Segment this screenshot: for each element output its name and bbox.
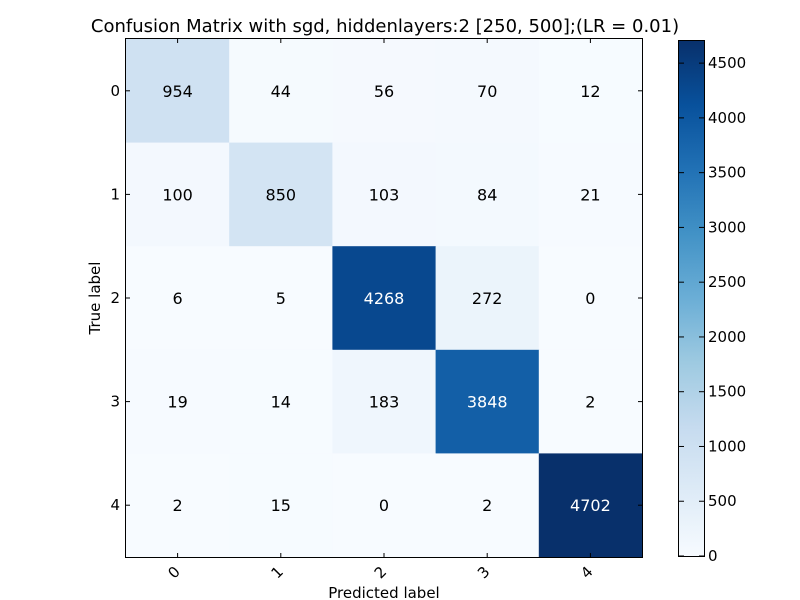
cell-0-1 <box>229 39 333 144</box>
cell-value-0-1: 44 <box>271 82 291 101</box>
cell-value-2-2: 4268 <box>364 289 405 308</box>
cell-2-1 <box>229 246 333 351</box>
cell-0-2 <box>332 39 437 144</box>
chart-title: Confusion Matrix with sgd, hiddenlayers:… <box>91 16 679 37</box>
cell-value-3-2: 183 <box>369 393 400 412</box>
colorbar-tick-label-3: 1500 <box>708 383 746 401</box>
cell-value-1-2: 103 <box>369 185 400 204</box>
cell-2-4 <box>538 246 643 351</box>
plot-frame <box>125 38 643 558</box>
cell-value-2-4: 0 <box>585 289 595 308</box>
cell-1-3 <box>435 142 540 247</box>
y-tick-label-2: 2 <box>110 289 120 307</box>
x-tick-label-3: 3 <box>474 563 493 582</box>
colorbar-tick-label-8: 4000 <box>708 109 746 127</box>
cell-4-3 <box>435 453 540 558</box>
cell-value-4-3: 2 <box>482 496 492 515</box>
cell-3-4 <box>538 349 643 454</box>
y-tick-label-1: 1 <box>110 185 120 203</box>
colorbar-tick-label-5: 2500 <box>708 273 746 291</box>
cell-4-4 <box>538 453 643 558</box>
cell-value-3-3: 3848 <box>467 393 508 412</box>
cell-value-3-1: 14 <box>271 393 291 412</box>
cell-value-4-4: 4702 <box>570 496 611 515</box>
cell-4-1 <box>229 453 333 558</box>
colorbar-tick-label-1: 500 <box>708 492 737 510</box>
y-tick-label-4: 4 <box>110 496 120 514</box>
cell-value-4-1: 15 <box>271 496 291 515</box>
colorbar-tick-label-9: 4500 <box>708 54 746 72</box>
cell-0-3 <box>435 39 540 144</box>
cell-1-0 <box>126 142 230 247</box>
cell-4-2 <box>332 453 437 558</box>
cell-value-2-1: 5 <box>276 289 286 308</box>
cell-value-1-0: 100 <box>162 185 193 204</box>
cell-value-0-3: 70 <box>477 82 497 101</box>
cell-value-0-0: 954 <box>162 82 193 101</box>
cell-0-4 <box>538 39 643 144</box>
cell-value-3-0: 19 <box>167 393 187 412</box>
colorbar-tick-label-0: 0 <box>708 547 718 565</box>
cell-2-3 <box>435 246 540 351</box>
cell-2-0 <box>126 246 230 351</box>
y-tick-label-3: 3 <box>110 393 120 411</box>
cell-value-2-3: 272 <box>472 289 503 308</box>
cell-value-2-0: 6 <box>173 289 183 308</box>
y-axis-label: True label <box>86 262 104 336</box>
cell-value-1-1: 850 <box>266 185 297 204</box>
matrix-cells: 954 44 56 70 12 100 850 103 84 21 6 5 4268 272 0 19 14 18… <box>126 39 643 558</box>
x-tick-label-2: 2 <box>371 563 390 582</box>
cell-1-2 <box>332 142 437 247</box>
cell-value-1-3: 84 <box>477 185 497 204</box>
cell-value-4-2: 0 <box>379 496 389 515</box>
cell-value-1-4: 21 <box>580 185 600 204</box>
colorbar-tick-label-7: 3500 <box>708 164 746 182</box>
cell-value-3-4: 2 <box>585 393 595 412</box>
cell-4-0 <box>126 453 230 558</box>
x-tick-label-0: 0 <box>164 563 183 582</box>
cell-value-0-2: 56 <box>374 82 394 101</box>
colorbar-tick-label-2: 1000 <box>708 437 746 455</box>
x-axis-label: Predicted label <box>328 584 439 600</box>
cell-3-1 <box>229 349 333 454</box>
x-tick-label-4: 4 <box>577 563 596 582</box>
colorbar-tick-label-4: 2000 <box>708 328 746 346</box>
cell-1-1 <box>229 142 333 247</box>
cell-0-0 <box>126 39 230 144</box>
cell-value-0-4: 12 <box>580 82 600 101</box>
colorbar <box>678 40 705 557</box>
y-tick-label-0: 0 <box>110 82 120 100</box>
cell-2-2 <box>332 246 437 351</box>
colorbar-ticks: 0 500 1000 1500 2000 2500 3000 3500 4000 4500 <box>679 54 746 565</box>
x-tick-label-1: 1 <box>268 563 287 582</box>
colorbar-tick-label-6: 3000 <box>708 218 746 236</box>
cell-1-4 <box>538 142 643 247</box>
cell-3-0 <box>126 349 230 454</box>
cell-value-4-0: 2 <box>173 496 183 515</box>
cell-3-2 <box>332 349 437 454</box>
cell-3-3 <box>435 349 540 454</box>
